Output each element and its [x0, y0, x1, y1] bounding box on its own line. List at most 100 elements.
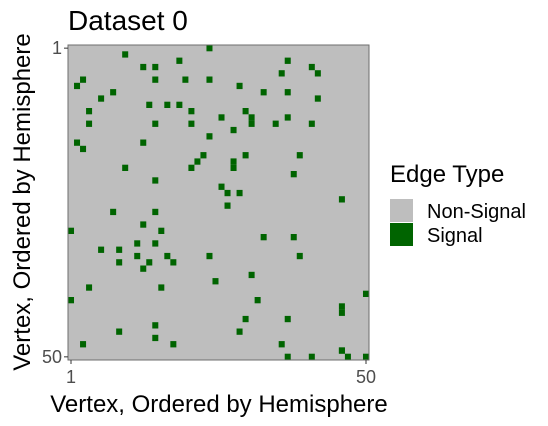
signal-cell: [152, 63, 159, 71]
signal-cell: [230, 164, 237, 171]
x-tick-first-label: 1: [66, 367, 76, 387]
signal-cell: [296, 252, 303, 260]
signal-cell: [236, 82, 243, 90]
signal-cell: [122, 51, 129, 58]
signal-cell: [116, 246, 123, 253]
signal-cell: [152, 76, 159, 83]
x-axis-label: Vertex, Ordered by Hemisphere: [50, 391, 388, 418]
signal-cell: [140, 265, 147, 272]
legend-title: Edge Type: [390, 161, 504, 188]
y-tick-last-label: 50: [42, 347, 62, 367]
signal-cell: [152, 322, 159, 329]
y-tick-first-label: 1: [52, 38, 62, 58]
signal-cell: [170, 259, 177, 266]
signal-cell: [68, 227, 75, 234]
signal-cell: [284, 353, 291, 360]
signal-cell: [278, 341, 285, 348]
x-tick-last-label: 50: [356, 367, 376, 387]
signal-cell: [362, 290, 369, 297]
signal-cell: [338, 347, 345, 354]
signal-cell: [122, 164, 129, 171]
legend-label-signal: Signal: [427, 225, 483, 247]
signal-cell: [134, 240, 141, 247]
signal-cell: [164, 252, 171, 260]
signal-cell: [308, 63, 315, 71]
signal-cell: [206, 45, 213, 52]
signal-cell: [98, 95, 105, 102]
signal-cell: [110, 89, 117, 96]
signal-cell: [86, 120, 93, 127]
chart-title: Dataset 0: [68, 5, 188, 36]
signal-cell: [260, 234, 267, 241]
signal-cell: [206, 133, 213, 140]
signal-cell: [338, 309, 345, 316]
signal-cell: [158, 227, 165, 234]
signal-cell: [152, 177, 159, 184]
signal-cell: [206, 76, 213, 83]
signal-cell: [338, 303, 345, 310]
signal-cell: [116, 328, 123, 335]
signal-cell: [74, 82, 81, 90]
signal-cell: [140, 221, 147, 228]
signal-cell: [140, 139, 147, 146]
signal-cell: [284, 57, 291, 64]
signal-cell: [242, 152, 249, 159]
signal-cell: [314, 70, 321, 77]
signal-cell: [176, 101, 183, 108]
signal-cell: [218, 183, 225, 190]
signal-cell: [236, 189, 243, 197]
signal-cell: [116, 259, 123, 266]
signal-cell: [290, 234, 297, 241]
signal-cell: [188, 108, 195, 115]
signal-cell: [170, 341, 177, 348]
signal-cell: [152, 240, 159, 247]
signal-cell: [284, 114, 291, 121]
signal-cell: [86, 284, 93, 291]
signal-cell: [86, 108, 93, 115]
signal-cell: [248, 120, 255, 127]
plot-area: [67, 44, 370, 361]
signal-cell: [152, 208, 159, 216]
legend-label-non-signal: Non-Signal: [427, 201, 526, 223]
signal-cell: [248, 114, 255, 121]
signal-cell: [362, 353, 369, 360]
signal-cell: [296, 152, 303, 159]
signal-cell: [68, 297, 75, 304]
signal-cell: [278, 70, 285, 77]
signal-cell: [206, 252, 213, 260]
signal-cell: [224, 189, 231, 197]
signal-cell: [308, 353, 315, 360]
signal-cell: [110, 208, 117, 216]
signal-cell: [80, 76, 87, 83]
signal-cell: [152, 120, 159, 127]
signal-cell: [290, 171, 297, 178]
signal-cell: [140, 63, 147, 71]
signal-cell: [164, 101, 171, 108]
signal-cell: [230, 126, 237, 134]
signal-cell: [146, 259, 153, 266]
signal-cell: [188, 120, 195, 127]
signal-cell: [146, 101, 153, 108]
signal-cell: [272, 120, 279, 127]
signal-cell: [260, 89, 267, 96]
signal-cell: [80, 145, 87, 153]
signal-cell: [224, 202, 231, 209]
signal-cell: [254, 297, 261, 304]
signal-cell: [338, 196, 345, 203]
signal-cell: [308, 120, 315, 127]
signal-cell: [242, 108, 249, 115]
legend-swatch-signal: [390, 223, 413, 246]
signal-cell: [242, 315, 249, 323]
signal-cell: [80, 341, 87, 348]
signal-cell: [152, 334, 159, 342]
signal-cell: [248, 271, 255, 279]
signal-cell: [212, 278, 219, 285]
y-axis-label: Vertex, Ordered by Hemisphere: [9, 33, 36, 371]
plot-border: [67, 44, 370, 361]
signal-cell: [314, 95, 321, 102]
signal-cell: [218, 114, 225, 121]
signal-cell: [176, 57, 183, 64]
signal-cell: [230, 158, 237, 165]
